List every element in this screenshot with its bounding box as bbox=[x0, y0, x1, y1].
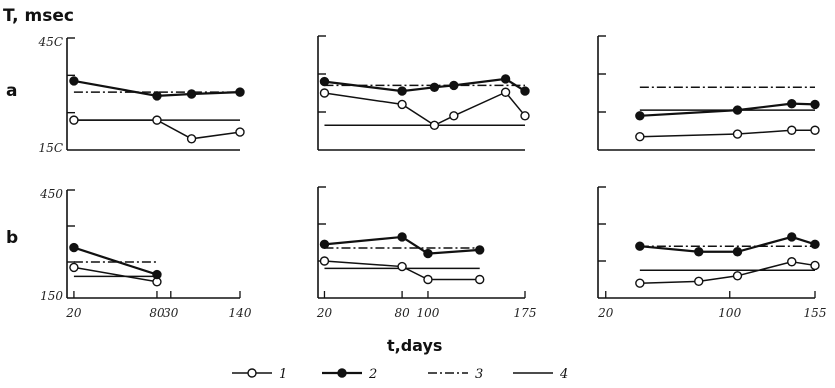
series-2-point bbox=[449, 80, 459, 91]
series-1-point bbox=[449, 111, 459, 121]
series-2-point bbox=[635, 111, 645, 121]
row-label-b: b bbox=[6, 228, 18, 248]
x-tick-label: 140 bbox=[229, 306, 252, 320]
series-1-point bbox=[69, 115, 79, 125]
y-tick-label: 450 bbox=[39, 187, 63, 201]
legend-marker bbox=[247, 368, 257, 378]
series-2-point bbox=[69, 76, 79, 86]
series-2-point bbox=[787, 98, 797, 109]
series-2-line bbox=[639, 102, 816, 117]
legend-marker bbox=[337, 368, 347, 378]
series-1-point bbox=[69, 262, 79, 273]
series-2-point bbox=[520, 86, 530, 96]
series-2-point bbox=[787, 232, 797, 242]
series-1-point bbox=[635, 131, 645, 142]
x-axis-label: t,days bbox=[387, 336, 442, 355]
series-2-point bbox=[732, 105, 743, 115]
y-axis-label: T, msec bbox=[3, 6, 74, 26]
x-tick-label: 20 bbox=[597, 306, 614, 320]
series-2-point bbox=[152, 91, 162, 101]
row-label-a: a bbox=[6, 81, 17, 101]
x-tick-label: 20 bbox=[65, 306, 82, 320]
series-2-line bbox=[73, 79, 241, 97]
series-2-point bbox=[810, 99, 820, 110]
series-1-point bbox=[186, 134, 197, 144]
series-2-line bbox=[324, 235, 480, 255]
series-1-point bbox=[732, 271, 743, 281]
y-tick-label: 150 bbox=[40, 289, 63, 303]
series-1-point bbox=[235, 127, 245, 137]
x-tick-label: 175 bbox=[514, 306, 537, 320]
series-1-line bbox=[324, 91, 526, 127]
series-1-point bbox=[397, 99, 407, 110]
series-2-point bbox=[319, 239, 330, 250]
series-2-point bbox=[186, 89, 197, 99]
series-2-point bbox=[319, 76, 330, 87]
series-2-point bbox=[235, 87, 245, 97]
x-tick-label: 100 bbox=[417, 306, 440, 320]
panel-a-2 bbox=[317, 35, 530, 151]
series-1-line bbox=[324, 260, 480, 281]
series-2-point bbox=[397, 86, 407, 96]
panel-a-1: 15C 45C bbox=[38, 35, 245, 155]
x-tick-label: 20 bbox=[316, 306, 333, 320]
series-2-point bbox=[397, 232, 407, 242]
y-tick-label: 45C bbox=[38, 35, 63, 49]
series-1-point bbox=[319, 88, 330, 98]
legend: 1 2 3 4 bbox=[232, 367, 568, 382]
series-2-point bbox=[423, 248, 433, 259]
x-tick-label: 30 bbox=[163, 306, 179, 320]
legend-item-4: 4 bbox=[513, 367, 568, 382]
series-2-point bbox=[429, 82, 440, 93]
series-2-point bbox=[152, 269, 162, 280]
series-1-point bbox=[635, 278, 645, 288]
series-1-point bbox=[500, 87, 511, 97]
series-1-point bbox=[787, 257, 797, 267]
legend-label: 2 bbox=[368, 367, 377, 382]
series-1-point bbox=[429, 120, 440, 131]
series-2-point bbox=[500, 74, 511, 84]
x-tick-label: 80 bbox=[149, 306, 165, 320]
series-1-point bbox=[319, 256, 330, 266]
series-1-point bbox=[520, 111, 530, 121]
legend-label: 3 bbox=[475, 367, 483, 382]
legend-item-1: 1 bbox=[232, 367, 287, 382]
legend-item-2: 2 bbox=[322, 367, 377, 382]
series-2-line bbox=[73, 246, 158, 276]
series-2-point bbox=[475, 245, 485, 255]
series-1-point bbox=[694, 276, 704, 287]
series-1-point bbox=[397, 261, 407, 272]
y-tick-label: 15C bbox=[39, 141, 63, 155]
panel-a-3 bbox=[597, 35, 820, 151]
series-1-line bbox=[73, 266, 158, 283]
legend-item-3: 3 bbox=[428, 367, 483, 382]
series-1-point bbox=[475, 274, 485, 285]
series-1-line bbox=[639, 129, 815, 138]
series-1-point bbox=[152, 115, 162, 125]
series-1-point bbox=[787, 125, 797, 135]
series-2-point bbox=[69, 242, 79, 253]
legend-label: 4 bbox=[559, 367, 568, 382]
series-2-point bbox=[694, 247, 704, 257]
legend-label: 1 bbox=[279, 367, 287, 382]
series-2-point bbox=[810, 239, 820, 250]
panel-b-2: 20 80 100 175 bbox=[316, 186, 537, 320]
series-1-point bbox=[810, 260, 820, 271]
series-2-point bbox=[635, 241, 645, 251]
series-1-point bbox=[810, 125, 820, 135]
x-tick-label: 155 bbox=[804, 306, 827, 320]
panel-b-3: 20 100 155 bbox=[597, 186, 827, 320]
x-tick-label: 100 bbox=[718, 306, 741, 320]
series-1-point bbox=[423, 274, 433, 285]
series-2-point bbox=[732, 247, 743, 257]
series-1-point bbox=[732, 129, 743, 139]
series-1-line bbox=[73, 119, 241, 140]
x-tick-label: 80 bbox=[394, 306, 410, 320]
